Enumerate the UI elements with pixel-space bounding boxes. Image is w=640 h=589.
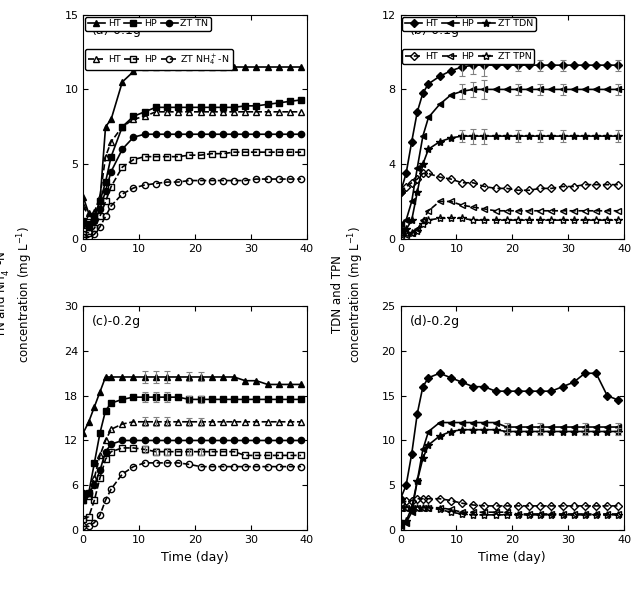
X-axis label: Time (day): Time (day)	[161, 551, 228, 564]
Legend: HT, HP, ZT NH$_4^+$-N: HT, HP, ZT NH$_4^+$-N	[85, 49, 232, 70]
Text: TN and NH$_4^+$-N
concentration (mg L$^{-1}$): TN and NH$_4^+$-N concentration (mg L$^{…	[0, 226, 35, 363]
Legend: HT, HP, ZT TPN: HT, HP, ZT TPN	[403, 49, 534, 64]
Text: TDN and TPN
concentration (mg L$^{-1}$): TDN and TPN concentration (mg L$^{-1}$)	[331, 226, 367, 363]
X-axis label: Time (day): Time (day)	[479, 551, 546, 564]
Text: (b)-0.1g: (b)-0.1g	[410, 24, 460, 37]
Text: (a)-0.1g: (a)-0.1g	[92, 24, 142, 37]
Text: (d)-0.2g: (d)-0.2g	[410, 315, 460, 328]
Text: (c)-0.2g: (c)-0.2g	[92, 315, 141, 328]
